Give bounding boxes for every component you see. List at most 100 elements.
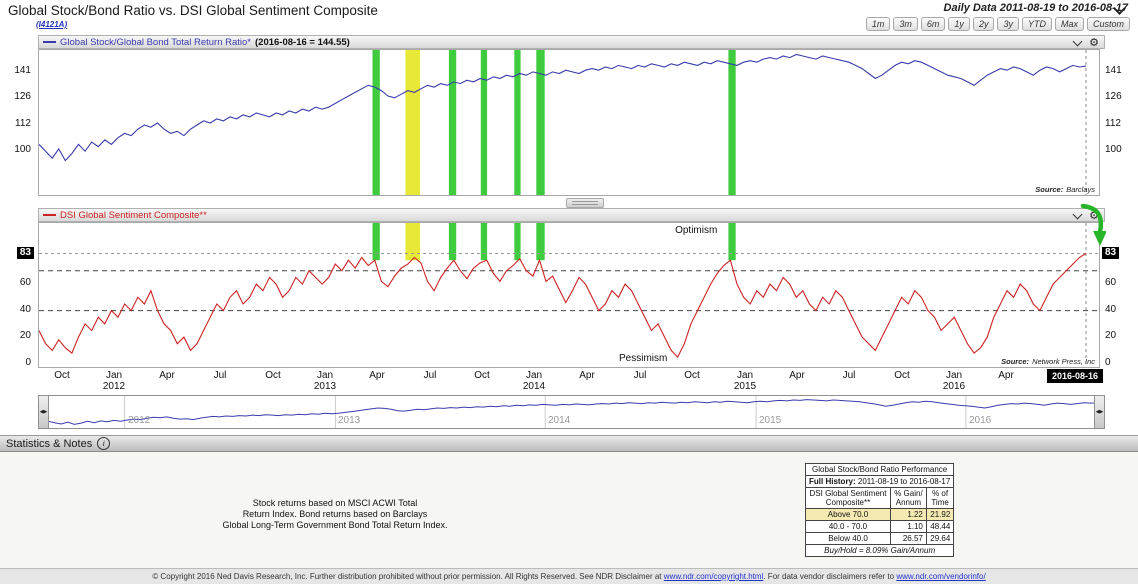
ratio-chart[interactable]: Source: Barclays <box>38 49 1100 196</box>
source-name: Network Press, Inc <box>1032 357 1095 366</box>
range-button-max[interactable]: Max <box>1054 17 1084 31</box>
y-tick-label: 126 <box>1105 91 1122 102</box>
ratio-chart-svg <box>39 50 1087 195</box>
x-tick-month: Jan <box>316 370 334 381</box>
notes-section: Stock returns based on MSCI ACWI Total Re… <box>0 452 1138 568</box>
sentiment-y-axis-left: 0 20 40 60 83 <box>0 222 35 368</box>
x-tick-year: 2015 <box>733 381 757 392</box>
note-line: Global Long-Term Government Bond Total R… <box>222 520 448 530</box>
y-tick-label: 60 <box>1105 277 1117 288</box>
sentiment-bar-icons: ⚙ <box>1072 209 1099 223</box>
table-footer: Buy/Hold = 8.09% Gain/Annum <box>804 544 955 557</box>
x-tick-month: Apr <box>579 370 595 381</box>
page-title: Global Stock/Bond Ratio vs. DSI Global S… <box>8 3 378 18</box>
y-tick-label: 141 <box>1105 65 1122 76</box>
table-row: Above 70.0 1.22 21.92 <box>805 508 955 521</box>
navigator-year-label: 2013 <box>338 415 361 426</box>
x-tick-month: Oct <box>474 370 490 381</box>
range-button-custom[interactable]: Custom <box>1086 17 1130 31</box>
x-tick-month: Jan <box>525 370 543 381</box>
range-navigator[interactable]: 2012 2013 2014 2015 2016 <box>38 395 1105 429</box>
table-row: 40.0 - 70.0 1.10 48.44 <box>805 520 955 533</box>
sentiment-legend-bar: DSI Global Sentiment Composite** ⚙ <box>38 208 1105 222</box>
x-tick-month: Apr <box>159 370 175 381</box>
y-tick-label: 40 <box>19 304 31 315</box>
pessimism-label: Pessimism <box>619 353 668 364</box>
ratio-legend-bar: Global Stock/Global Bond Total Return Ra… <box>38 35 1105 49</box>
range-button-2y[interactable]: 2y <box>972 17 995 31</box>
y-tick-label: 60 <box>19 277 31 288</box>
sentiment-source-label: Source: Network Press, Inc <box>1001 357 1095 366</box>
sentiment-chart-svg <box>39 223 1099 367</box>
navigator-year-label: 2016 <box>969 415 992 426</box>
range-button-1y[interactable]: 1y <box>948 17 970 31</box>
navigator-year-label: 2015 <box>759 415 782 426</box>
range-buttons: 1m 3m 6m 1y 2y 3y YTD Max Custom <box>865 17 1130 31</box>
chart-id-link[interactable]: (I4121A) <box>36 20 68 29</box>
ratio-bar-icons: ⚙ <box>1072 36 1099 50</box>
x-tick-year: 2013 <box>313 381 337 392</box>
statistics-notes-label: Statistics & Notes <box>6 437 93 450</box>
ratio-source-label: Source: Barclays <box>1035 185 1095 194</box>
source-name: Barclays <box>1066 185 1095 194</box>
optimism-label: Optimism <box>675 225 718 236</box>
x-tick-month: Jul <box>423 370 437 381</box>
note-line: Return Index. Bond returns based on Barc… <box>242 509 428 519</box>
source-prefix: Source: <box>1001 357 1030 366</box>
copyright-text: © Copyright 2016 Ned Davis Research, Inc… <box>152 572 664 581</box>
y-tick-label: 112 <box>15 118 31 129</box>
y-tick-label: 20 <box>1105 330 1117 341</box>
y-tick-label: 20 <box>19 330 31 341</box>
navigator-right-handle[interactable] <box>1094 396 1104 428</box>
x-tick-month: Jul <box>633 370 647 381</box>
y-tick-label: 112 <box>1105 118 1121 129</box>
range-button-6m[interactable]: 6m <box>920 17 946 31</box>
navigator-year-label: 2014 <box>548 415 571 426</box>
x-tick-month: Apr <box>998 370 1014 381</box>
statistics-notes-bar[interactable]: Statistics & Notes <box>0 435 1138 452</box>
performance-table: Global Stock/Bond Ratio Performance Full… <box>804 463 955 557</box>
info-icon[interactable] <box>97 437 111 450</box>
collapse-chevron-icon[interactable] <box>1072 36 1083 47</box>
settings-gear-icon[interactable]: ⚙ <box>1089 37 1099 49</box>
x-tick-month: Jul <box>213 370 227 381</box>
y-tick-label: 141 <box>14 65 31 76</box>
y-tick-label: 100 <box>1105 144 1122 155</box>
range-button-3m[interactable]: 3m <box>893 17 918 31</box>
current-date-box: 2016-08-16 <box>1047 369 1104 383</box>
col-header-range: DSI Global Sentiment Composite** <box>805 487 891 509</box>
note-line: Stock returns based on MSCI ACWI Total <box>252 498 418 508</box>
range-button-3y[interactable]: 3y <box>997 17 1019 31</box>
ratio-line-swatch <box>43 41 56 43</box>
footnotes-text: Stock returns based on MSCI ACWI Total Re… <box>170 498 500 531</box>
sentiment-chart[interactable]: Optimism Pessimism Source: Network Press,… <box>38 222 1100 368</box>
range-button-1m[interactable]: 1m <box>865 17 891 31</box>
settings-gear-icon[interactable]: ⚙ <box>1089 210 1099 222</box>
sentiment-line-swatch <box>43 214 56 216</box>
x-tick-month: Oct <box>265 370 281 381</box>
copyright-link[interactable]: www.ndr.com/copyright.html <box>663 572 764 581</box>
source-prefix: Source: <box>1035 185 1064 194</box>
y-tick-label: 0 <box>25 357 31 368</box>
navigator-left-handle[interactable] <box>39 396 49 428</box>
date-range-label: Daily Data 2011-08-19 to 2016-08-17 <box>943 2 1128 14</box>
x-tick-month: Apr <box>789 370 805 381</box>
copyright-text: . For data vendor disclaimers refer to <box>763 572 897 581</box>
col-header-gain: % Gain/ Annum <box>889 487 927 509</box>
col-header-time: % of Time <box>925 487 955 509</box>
ratio-legend-label: Global Stock/Global Bond Total Return Ra… <box>60 36 251 48</box>
x-tick-month: Jan <box>945 370 963 381</box>
range-button-ytd[interactable]: YTD <box>1021 17 1052 31</box>
x-tick-month: Jan <box>105 370 123 381</box>
vendor-info-link[interactable]: www.ndr.com/vendorinfo/ <box>896 572 986 581</box>
ratio-y-axis-left: 100 112 126 141 <box>0 49 35 196</box>
x-tick-month: Oct <box>54 370 70 381</box>
table-row: Below 40.0 26.57 29.64 <box>805 532 955 545</box>
panel-splitter-handle[interactable] <box>566 198 604 208</box>
x-tick-year: 2016 <box>942 381 966 392</box>
copyright-bar: © Copyright 2016 Ned Davis Research, Inc… <box>0 568 1138 584</box>
x-tick-month: Jul <box>842 370 856 381</box>
x-axis: Oct Jan 2012 Apr Jul Oct Jan 2013 Apr Jul Oct Jan 20… <box>38 370 1100 394</box>
table-header-row: DSI Global Sentiment Composite** % Gain/… <box>805 487 955 509</box>
y-tick-label: 83 <box>1102 247 1120 259</box>
